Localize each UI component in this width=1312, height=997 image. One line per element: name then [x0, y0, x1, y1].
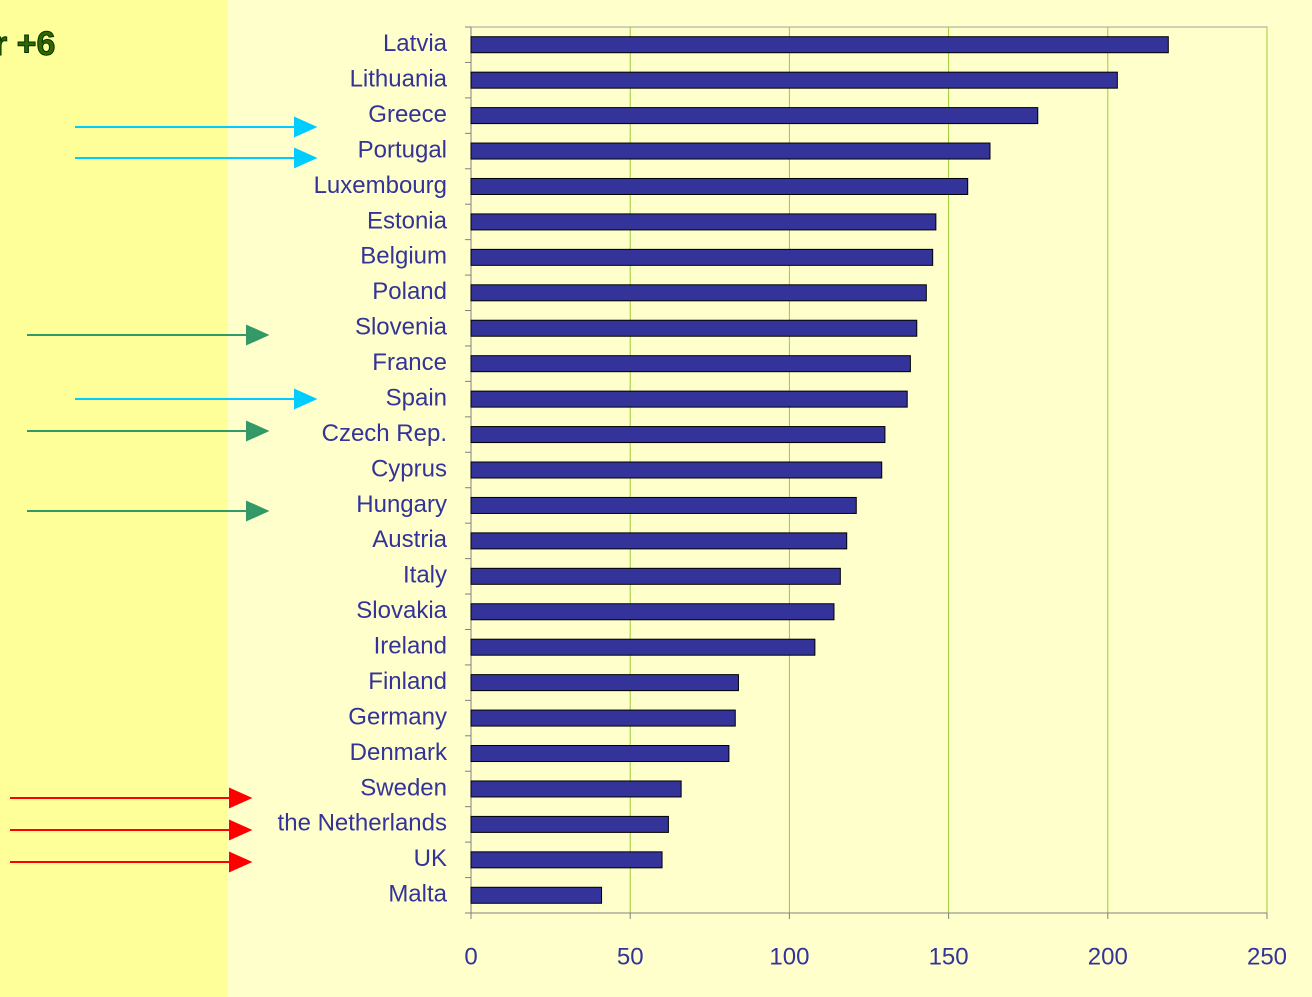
- bar: [470, 532, 848, 550]
- y-tick-label: Latvia: [383, 30, 448, 57]
- bar: [470, 248, 934, 266]
- bar: [470, 638, 816, 656]
- bar: [470, 71, 1118, 89]
- bar: [470, 461, 883, 479]
- y-tick-label: Luxembourg: [314, 172, 447, 199]
- y-tick-label: Slovenia: [355, 314, 448, 341]
- y-tick-label: Italy: [403, 562, 447, 589]
- bar: [470, 709, 736, 727]
- arrow-head: [229, 787, 253, 809]
- bar: [470, 142, 991, 160]
- bar: [470, 851, 663, 869]
- x-tick-label: 0: [464, 943, 477, 970]
- y-tick-label: Finland: [368, 668, 447, 695]
- bar: [470, 355, 911, 373]
- y-tick-label: Austria: [372, 526, 447, 553]
- arrow-head: [246, 324, 270, 346]
- y-tick-label: Sweden: [360, 774, 447, 801]
- y-tick-label: Portugal: [358, 136, 447, 163]
- x-tick-label: 50: [617, 943, 644, 970]
- y-tick-label: Czech Rep.: [322, 420, 447, 447]
- bar: [470, 319, 918, 337]
- y-tick-label: Greece: [368, 101, 447, 128]
- bar: [470, 284, 927, 302]
- bar: [470, 107, 1039, 125]
- y-tick-label: Germany: [348, 703, 447, 730]
- x-tick-label: 250: [1247, 943, 1287, 970]
- y-tick-label: Cyprus: [371, 455, 447, 482]
- bar: [470, 390, 908, 408]
- y-tick-label: Poland: [372, 278, 447, 305]
- x-tick-label: 200: [1088, 943, 1128, 970]
- y-tick-label: Hungary: [356, 491, 447, 518]
- bar: [470, 213, 937, 231]
- y-tick-label: Ireland: [374, 633, 447, 660]
- bar: [470, 780, 682, 798]
- y-tick-label: Lithuania: [350, 66, 448, 93]
- y-tick-label: the Netherlands: [278, 810, 447, 837]
- y-tick-label: Spain: [386, 384, 447, 411]
- y-tick-label: Denmark: [350, 739, 448, 766]
- bar: [470, 815, 669, 833]
- y-tick-label: Estonia: [367, 207, 448, 234]
- arrow-head: [246, 500, 270, 522]
- y-tick-label: Malta: [388, 881, 447, 908]
- bar: [470, 426, 886, 444]
- bar: [470, 567, 841, 585]
- arrow-head: [229, 819, 253, 841]
- y-tick-label: Belgium: [360, 243, 447, 270]
- arrow-head: [294, 147, 318, 169]
- y-tick-label: Slovakia: [356, 597, 447, 624]
- bar: [470, 674, 739, 692]
- x-tick-label: 100: [769, 943, 809, 970]
- bar: [470, 36, 1169, 54]
- bar: [470, 496, 857, 514]
- y-tick-label: France: [372, 349, 447, 376]
- bar: [470, 886, 603, 904]
- arrow-head: [229, 851, 253, 873]
- arrow-head: [294, 388, 318, 410]
- arrow-head: [294, 116, 318, 138]
- bar: [470, 745, 730, 763]
- y-tick-label: UK: [414, 845, 447, 872]
- bar: [470, 603, 835, 621]
- arrow-head: [246, 420, 270, 442]
- chart-title: r +6: [0, 25, 55, 63]
- side-panel: [0, 0, 228, 997]
- bar: [470, 177, 969, 195]
- arrows: [10, 116, 318, 873]
- x-tick-label: 150: [929, 943, 969, 970]
